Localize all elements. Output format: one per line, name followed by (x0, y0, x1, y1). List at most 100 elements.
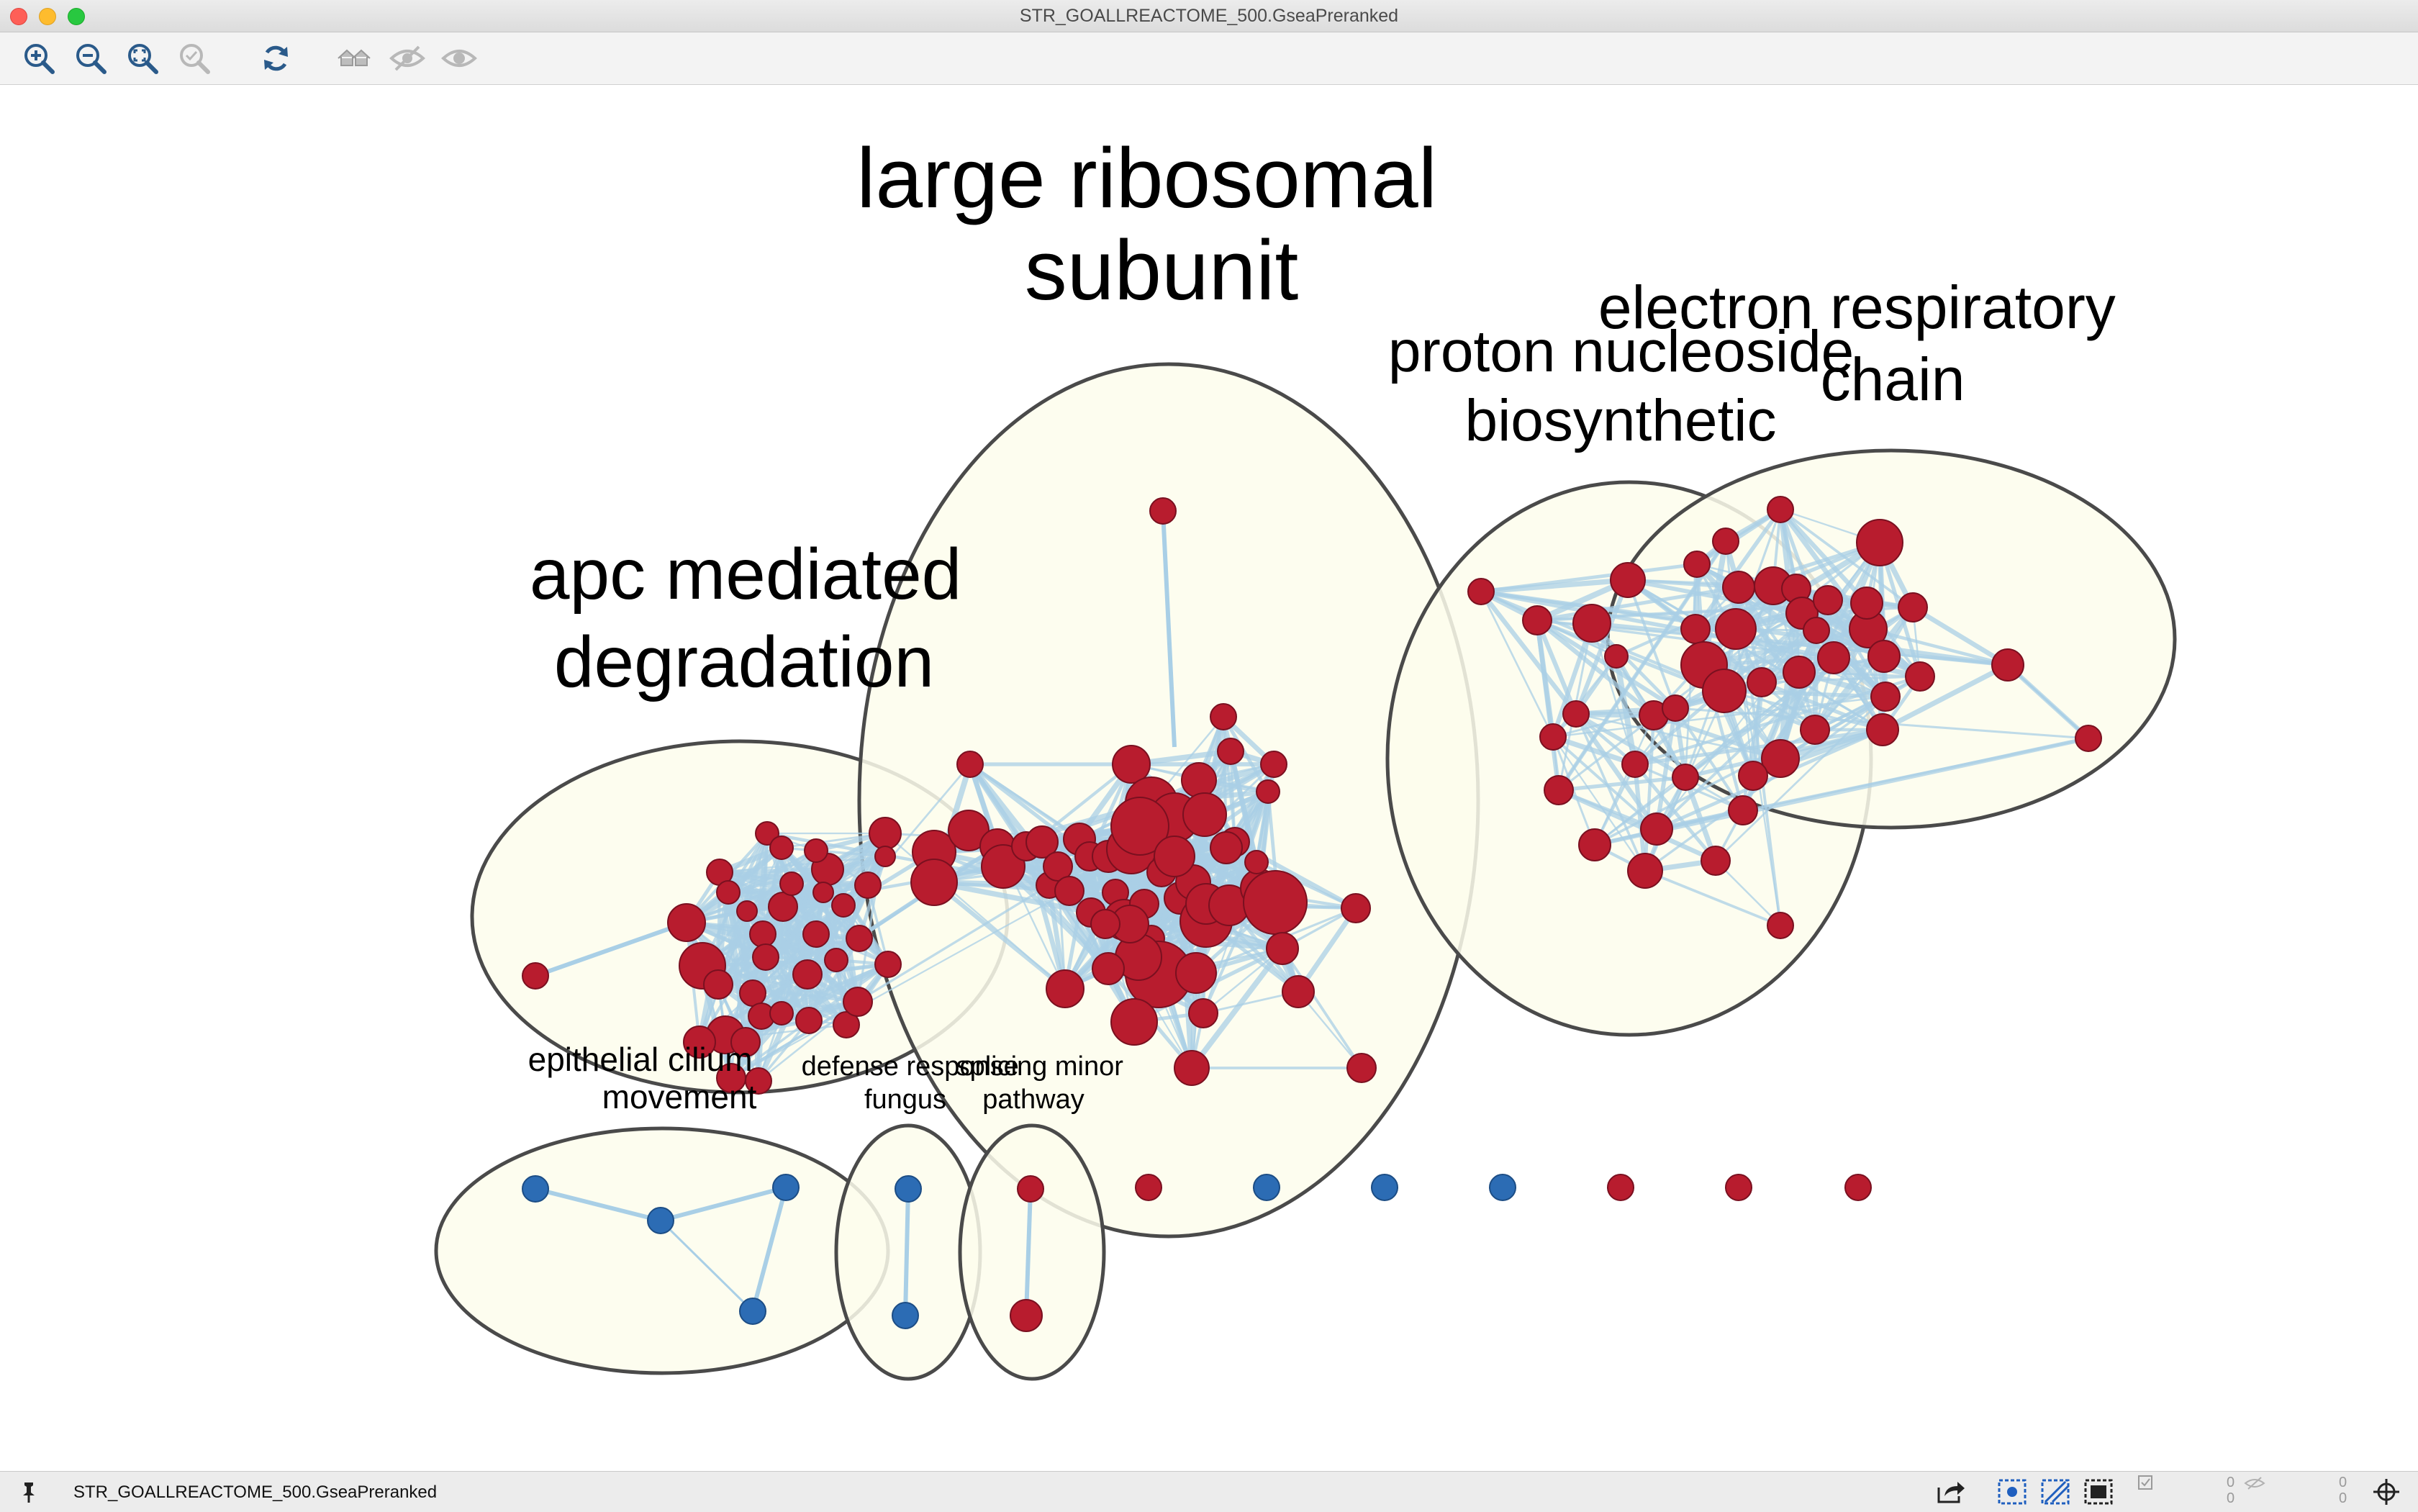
edge[interactable] (1203, 948, 1283, 1014)
network-node[interactable] (910, 859, 958, 906)
edge[interactable] (1552, 736, 1646, 872)
edge[interactable] (1535, 619, 1578, 715)
edge[interactable] (1627, 578, 1739, 589)
network-node[interactable] (1054, 876, 1085, 906)
network-node[interactable] (1010, 1299, 1043, 1332)
network-node[interactable] (1244, 850, 1269, 874)
edge[interactable] (1575, 713, 1647, 872)
edge[interactable] (1881, 662, 2009, 733)
network-node[interactable] (824, 948, 848, 972)
zoom-fit-button[interactable] (124, 40, 161, 77)
network-node[interactable] (647, 1207, 674, 1234)
network-node[interactable] (1090, 909, 1120, 939)
network-node[interactable] (1092, 952, 1125, 985)
cluster-label-defense-response-fungus[interactable]: defense response fungus (802, 1051, 1027, 1115)
minimize-window-button[interactable] (39, 8, 56, 25)
edge[interactable] (1552, 736, 1596, 846)
edge[interactable] (1613, 656, 1638, 765)
network-node[interactable] (1761, 739, 1800, 778)
network-node[interactable] (1728, 795, 1758, 825)
network-node[interactable] (1110, 998, 1158, 1046)
network-view[interactable]: large ribosomal subunit apc mediated deg… (0, 85, 2418, 1471)
network-node[interactable] (1905, 661, 1935, 692)
network-node[interactable] (522, 1175, 549, 1203)
network-node[interactable] (1627, 853, 1663, 889)
edge[interactable] (1593, 715, 1655, 846)
edge[interactable] (1161, 510, 1177, 748)
network-node[interactable] (1856, 519, 1903, 566)
edge[interactable] (1814, 655, 1885, 731)
edge[interactable] (744, 961, 889, 1045)
network-node[interactable] (1702, 669, 1747, 713)
network-node[interactable] (1701, 846, 1731, 876)
network-node[interactable] (795, 1007, 823, 1034)
network-node[interactable] (874, 951, 902, 978)
network-node[interactable] (730, 1027, 761, 1057)
cluster-ellipse-splicing-minor-pathway[interactable] (958, 1123, 1106, 1381)
network-node[interactable] (869, 817, 902, 850)
edge[interactable] (1594, 736, 2089, 847)
export-button[interactable] (1934, 1477, 1966, 1506)
edge[interactable] (1654, 707, 1677, 830)
edge[interactable] (728, 849, 817, 894)
network-node[interactable] (1188, 998, 1218, 1028)
network-node[interactable] (846, 925, 873, 952)
cluster-label-apc-mediated-degradation[interactable]: apc mediated degradation (530, 534, 982, 702)
edge[interactable] (750, 847, 784, 994)
edge[interactable] (1656, 728, 1883, 831)
network-node[interactable] (1253, 1174, 1280, 1201)
edge[interactable] (1715, 860, 1781, 926)
network-node[interactable] (1767, 496, 1794, 523)
network-node[interactable] (981, 844, 1025, 889)
network-node[interactable] (1544, 775, 1574, 805)
edge[interactable] (1189, 946, 1285, 1070)
edge[interactable] (750, 833, 770, 994)
network-node[interactable] (843, 987, 873, 1017)
hide-button[interactable] (389, 40, 426, 77)
network-node[interactable] (1181, 762, 1217, 798)
edge[interactable] (535, 920, 687, 978)
edge[interactable] (1724, 689, 1883, 731)
network-node[interactable] (1371, 1174, 1398, 1201)
network-node[interactable] (716, 880, 741, 905)
network-node[interactable] (1578, 828, 1611, 861)
edge[interactable] (1551, 622, 1594, 738)
cluster-ellipse-epithelial-cilium-movement[interactable] (434, 1126, 890, 1375)
network-node[interactable] (1043, 851, 1073, 882)
network-node[interactable] (1562, 700, 1590, 728)
network-node[interactable] (736, 900, 758, 922)
network-node[interactable] (716, 1063, 746, 1093)
network-node[interactable] (1866, 713, 1899, 746)
network-node[interactable] (667, 903, 706, 942)
network-node[interactable] (1680, 614, 1711, 644)
edge[interactable] (1627, 579, 1883, 731)
edge[interactable] (1552, 656, 1618, 738)
edge[interactable] (1024, 1188, 1033, 1316)
zoom-out-button[interactable] (72, 40, 109, 77)
cluster-label-epithelial-cilium-movement[interactable]: epithelial cilium movement (528, 1041, 762, 1115)
edge[interactable] (1221, 716, 1228, 848)
edge[interactable] (1778, 507, 1869, 605)
network-node[interactable] (752, 943, 779, 971)
network-node[interactable] (1683, 551, 1711, 578)
edge[interactable] (660, 1185, 787, 1223)
select-edges-button[interactable] (2039, 1477, 2071, 1506)
network-node[interactable] (1266, 932, 1299, 965)
edge[interactable] (1281, 947, 1363, 1069)
edge[interactable] (823, 855, 886, 894)
edge[interactable] (730, 884, 1050, 1079)
network-node[interactable] (892, 1302, 919, 1329)
network-node[interactable] (1217, 738, 1244, 765)
network-node[interactable] (1800, 715, 1830, 745)
selection-checkbox[interactable] (2137, 1475, 2155, 1492)
network-node[interactable] (1025, 825, 1059, 859)
network-node[interactable] (1175, 952, 1217, 994)
network-node[interactable] (1867, 640, 1901, 673)
network-node[interactable] (804, 838, 828, 863)
pin-button[interactable] (13, 1478, 45, 1507)
network-node[interactable] (792, 959, 823, 990)
network-node[interactable] (1341, 893, 1371, 923)
edge[interactable] (779, 892, 825, 1014)
network-node[interactable] (1017, 1175, 1044, 1203)
network-node[interactable] (1662, 694, 1689, 722)
